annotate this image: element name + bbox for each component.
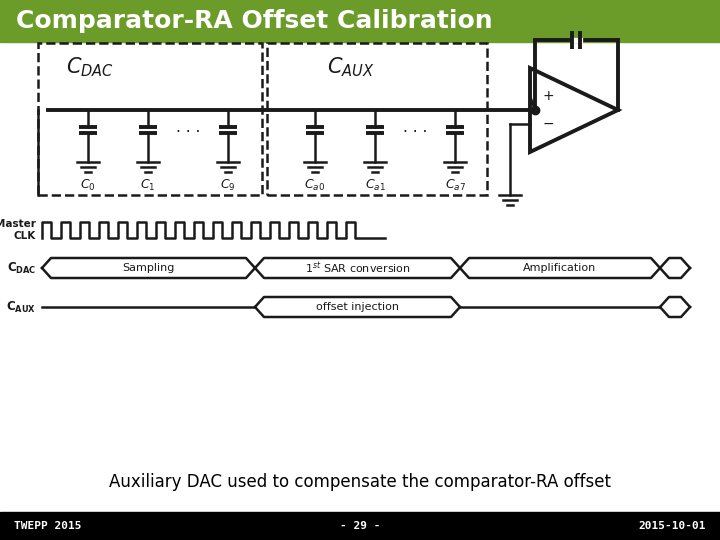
Text: $C_{a7}$: $C_{a7}$ — [444, 178, 466, 193]
Text: $C_{AUX}$: $C_{AUX}$ — [327, 55, 374, 79]
Text: Master: Master — [0, 219, 36, 229]
Text: Comparator-RA Offset Calibration: Comparator-RA Offset Calibration — [16, 9, 492, 33]
Bar — [267, 43, 487, 195]
Bar — [0, 0, 720, 42]
Text: $C_{a0}$: $C_{a0}$ — [305, 178, 325, 193]
Text: Sampling: Sampling — [122, 263, 175, 273]
Text: $C_{DAC}$: $C_{DAC}$ — [66, 55, 114, 79]
Text: TWEPP 2015: TWEPP 2015 — [14, 521, 81, 531]
Text: 2015-10-01: 2015-10-01 — [639, 521, 706, 531]
Text: . . .: . . . — [402, 119, 427, 134]
Text: $C_9$: $C_9$ — [220, 178, 236, 193]
Text: $C_0$: $C_0$ — [80, 178, 96, 193]
Text: $\mathbf{C_{DAC}}$: $\mathbf{C_{DAC}}$ — [6, 260, 36, 275]
Text: Auxiliary DAC used to compensate the comparator-RA offset: Auxiliary DAC used to compensate the com… — [109, 473, 611, 491]
Text: - 29 -: - 29 - — [340, 521, 380, 531]
Text: CLK: CLK — [14, 231, 36, 241]
Text: $C_{a1}$: $C_{a1}$ — [364, 178, 385, 193]
Bar — [38, 43, 262, 195]
Text: $C_1$: $C_1$ — [140, 178, 156, 193]
Text: offset injection: offset injection — [316, 302, 399, 312]
Text: Amplification: Amplification — [523, 263, 597, 273]
Text: . . .: . . . — [176, 119, 200, 134]
Text: −: − — [542, 117, 554, 131]
Text: $1^{st}$ SAR conversion: $1^{st}$ SAR conversion — [305, 260, 410, 276]
Bar — [0, 512, 720, 540]
Text: $\mathbf{C_{AUX}}$: $\mathbf{C_{AUX}}$ — [6, 300, 36, 314]
Text: +: + — [542, 89, 554, 103]
